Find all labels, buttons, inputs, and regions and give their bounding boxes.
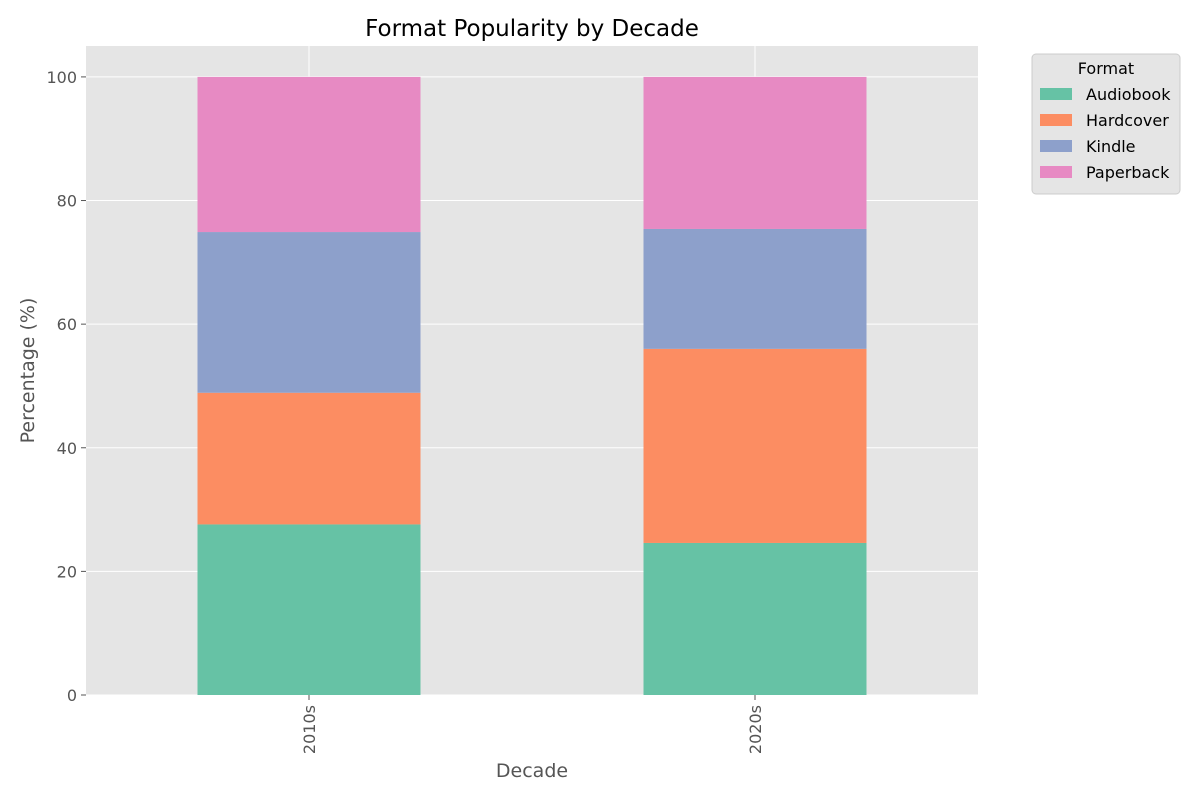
legend-swatch-audiobook xyxy=(1040,88,1072,100)
y-tick-label: 0 xyxy=(67,686,77,705)
legend-label-audiobook: Audiobook xyxy=(1086,85,1171,104)
y-tick-label: 40 xyxy=(57,439,77,458)
axis-ticks: 0 20 40 60 80 100 2010s 2020s xyxy=(46,68,765,754)
y-tick-label: 60 xyxy=(57,315,77,334)
bar-audiobook-2020s xyxy=(643,542,867,695)
y-axis-label: Percentage (%) xyxy=(17,298,39,444)
legend-label-hardcover: Hardcover xyxy=(1086,111,1169,130)
y-tick-label: 100 xyxy=(46,68,77,87)
legend-swatch-hardcover xyxy=(1040,114,1072,126)
x-tick-label: 2020s xyxy=(746,705,765,754)
legend-label-kindle: Kindle xyxy=(1086,137,1136,156)
legend-swatch-paperback xyxy=(1040,166,1072,178)
x-axis-label: Decade xyxy=(496,760,568,782)
legend-swatch-kindle xyxy=(1040,140,1072,152)
bar-kindle-2020s xyxy=(643,228,867,349)
x-tick-label: 2010s xyxy=(300,705,319,754)
y-tick-label: 80 xyxy=(57,192,77,211)
bar-kindle-2010s xyxy=(197,232,421,393)
legend-items: Audiobook Hardcover Kindle Paperback xyxy=(1040,85,1171,182)
y-tick-label: 20 xyxy=(57,562,77,581)
legend: Format Audiobook Hardcover Kindle Paperback xyxy=(1031,53,1181,195)
bar-hardcover-2020s xyxy=(643,348,867,543)
bars xyxy=(197,76,867,695)
bar-hardcover-2010s xyxy=(197,392,421,525)
bar-paperback-2020s xyxy=(643,76,867,229)
legend-title: Format xyxy=(1078,59,1134,78)
bar-audiobook-2010s xyxy=(197,524,421,695)
chart-title: Format Popularity by Decade xyxy=(365,16,699,42)
legend-label-paperback: Paperback xyxy=(1086,163,1170,182)
bar-paperback-2010s xyxy=(197,76,421,233)
